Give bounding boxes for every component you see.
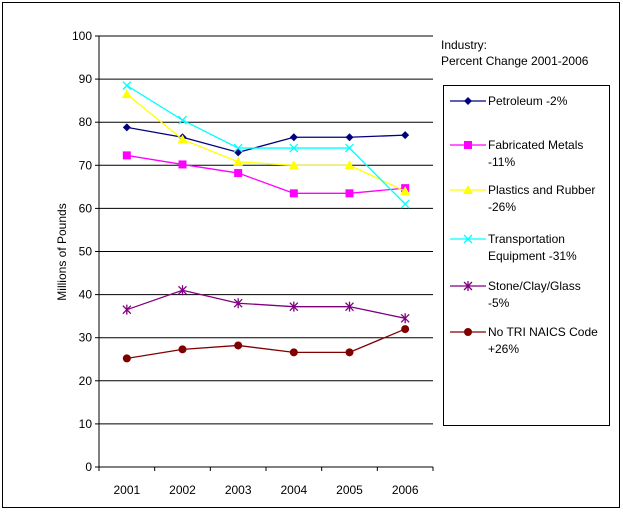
y-axis-label: Millions of Pounds <box>55 203 69 300</box>
marker <box>463 185 473 194</box>
marker <box>289 143 299 153</box>
x-tick-label: 2005 <box>336 483 363 497</box>
y-tick-label: 70 <box>79 158 93 172</box>
marker <box>178 285 187 296</box>
marker <box>345 301 354 312</box>
y-tick-label: 20 <box>79 374 93 388</box>
y-tick-label: 60 <box>79 201 93 215</box>
marker <box>464 97 472 105</box>
marker <box>401 325 410 334</box>
marker <box>400 199 410 209</box>
marker <box>345 348 354 357</box>
series-line <box>126 126 406 154</box>
marker <box>400 186 411 196</box>
marker <box>178 345 187 354</box>
x-tick-label: 2001 <box>113 483 140 497</box>
marker <box>463 281 473 291</box>
marker <box>234 169 243 178</box>
marker <box>233 156 244 166</box>
legend-label: Plastics and Rubber -26% <box>488 183 596 214</box>
x-tick-label: 2004 <box>280 483 307 497</box>
x-tick-label: 2003 <box>225 483 252 497</box>
legend-title: Industry: <box>441 38 488 52</box>
marker <box>121 89 132 99</box>
marker <box>178 160 187 169</box>
marker <box>289 348 298 357</box>
marker <box>289 189 298 198</box>
series-line <box>126 85 406 205</box>
marker <box>289 301 299 312</box>
x-tick-label: 2002 <box>169 483 196 497</box>
marker <box>122 151 131 160</box>
y-tick-label: 90 <box>79 72 93 86</box>
series-line <box>126 289 406 319</box>
y-tick-label: 80 <box>79 115 93 129</box>
legend-label: Transportation Equipment -31% <box>488 232 577 263</box>
marker <box>233 143 243 153</box>
y-tick-label: 50 <box>79 245 93 259</box>
marker <box>122 123 131 132</box>
marker <box>288 160 299 170</box>
legend-label: Petroleum -2% <box>488 94 568 108</box>
x-tick-label: 2006 <box>392 483 419 497</box>
marker <box>400 313 410 324</box>
marker <box>464 328 472 336</box>
series-line <box>126 93 406 192</box>
marker <box>233 298 243 309</box>
marker <box>122 304 132 315</box>
marker <box>345 143 354 153</box>
marker <box>344 160 355 170</box>
y-tick-label: 40 <box>79 288 93 302</box>
marker <box>122 81 132 91</box>
marker <box>178 115 187 125</box>
series-line <box>126 154 406 194</box>
y-tick-label: 30 <box>79 331 93 345</box>
marker <box>234 341 243 350</box>
legend-label: Stone/Clay/Glass -5% <box>488 279 581 310</box>
legend-label: No TRI NAICS Code +26% <box>488 325 598 356</box>
series-line <box>126 328 406 360</box>
marker <box>464 141 472 149</box>
marker <box>345 133 354 142</box>
marker <box>345 189 354 198</box>
y-tick-label: 100 <box>72 29 92 43</box>
marker <box>122 354 131 363</box>
legend-title: Percent Change 2001-2006 <box>441 54 589 68</box>
marker <box>401 131 410 140</box>
legend-label: Fabricated Metals -11% <box>488 138 584 169</box>
y-tick-label: 10 <box>79 417 93 431</box>
marker <box>289 133 298 142</box>
y-tick-label: 0 <box>85 460 92 474</box>
marker <box>463 234 473 244</box>
marker <box>177 134 188 144</box>
